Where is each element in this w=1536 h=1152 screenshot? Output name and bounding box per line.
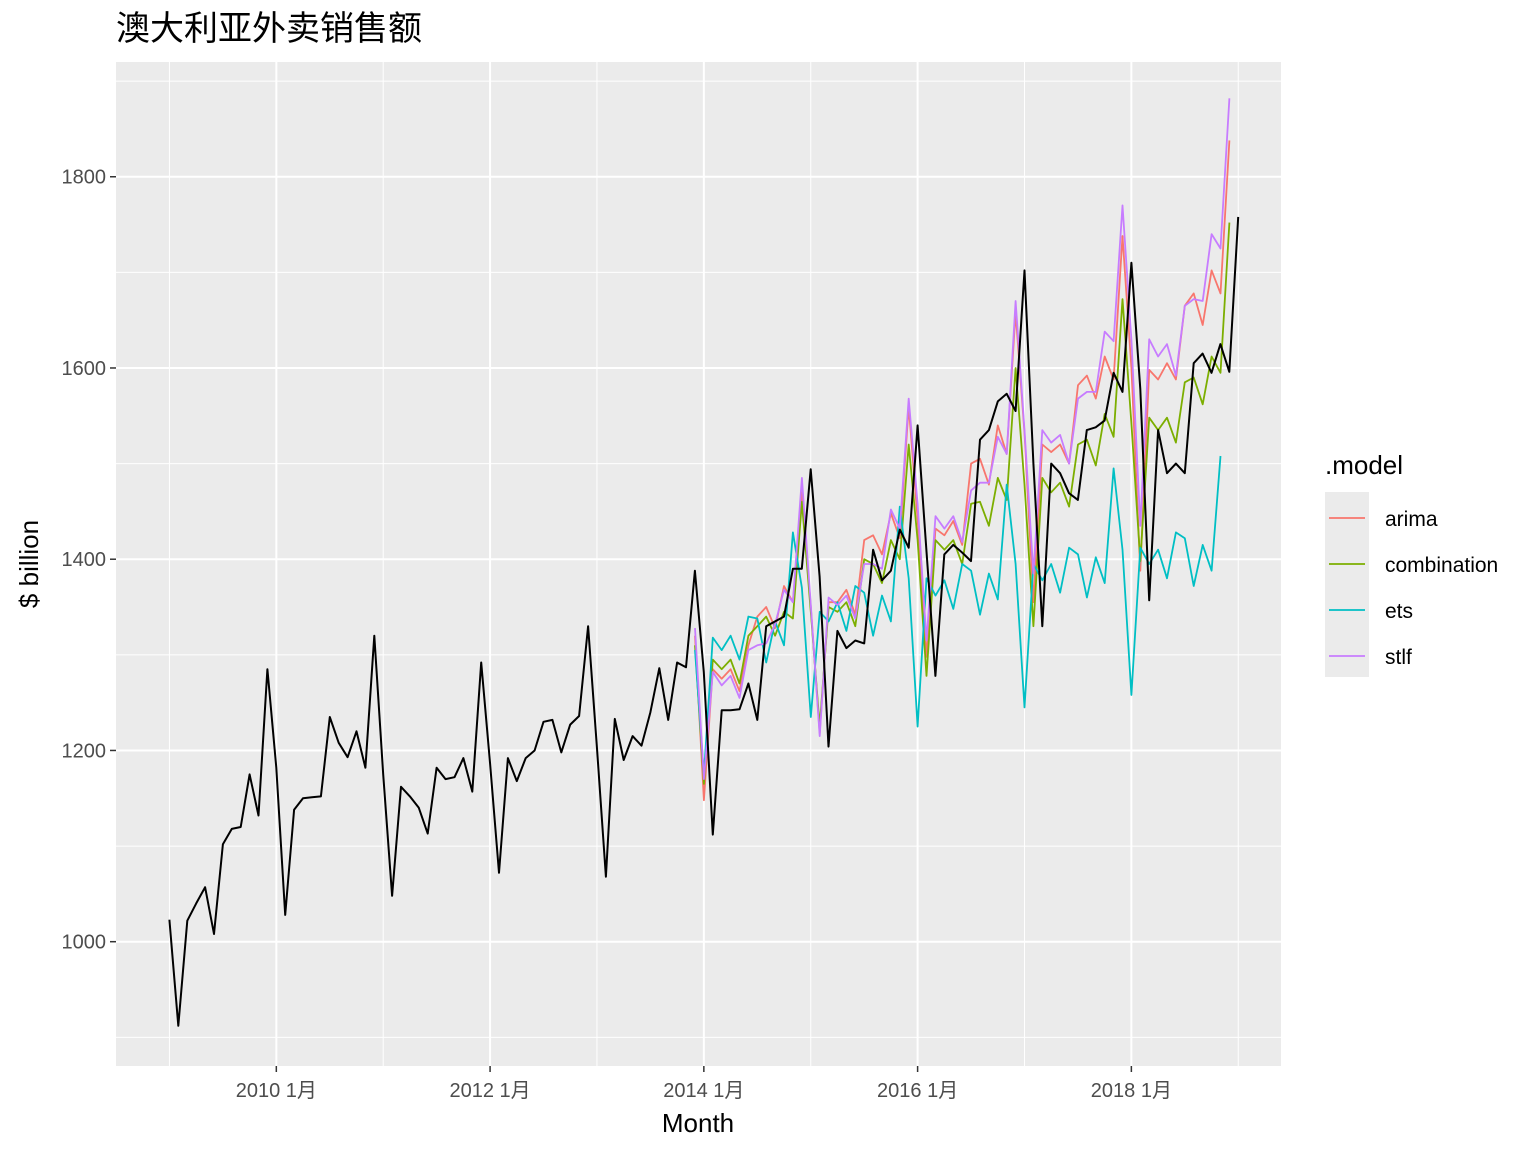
y-tick-label: 1400 bbox=[62, 549, 107, 571]
x-tick-label: 2018 1月 bbox=[1091, 1080, 1172, 1102]
legend: .model arima combination ets stlf bbox=[1325, 450, 1498, 677]
x-axis: 2010 1月 2012 1月 2014 1月 2016 1月 2018 1月 bbox=[236, 1066, 1172, 1102]
x-tick-label: 2012 1月 bbox=[449, 1080, 530, 1102]
x-tick-label: 2014 1月 bbox=[663, 1080, 744, 1102]
legend-key-background bbox=[1325, 492, 1369, 677]
y-tick-label: 1200 bbox=[62, 740, 107, 762]
chart-title: 澳大利亚外卖销售额 bbox=[116, 9, 422, 49]
x-tick-label: 2016 1月 bbox=[877, 1080, 958, 1102]
series-line-arima bbox=[694, 140, 1231, 802]
plot-panel bbox=[116, 62, 1281, 1066]
legend-label-arima: arima bbox=[1385, 508, 1438, 531]
legend-label-stlf: stlf bbox=[1385, 646, 1412, 669]
minor-gridlines bbox=[116, 62, 1281, 1066]
x-axis-title: Month bbox=[662, 1108, 734, 1138]
y-axis-title: $ billion bbox=[14, 520, 44, 608]
legend-title: .model bbox=[1325, 450, 1403, 480]
series-layer bbox=[168, 98, 1240, 1027]
series-line-actual bbox=[168, 216, 1240, 1027]
legend-label-combination: combination bbox=[1385, 554, 1498, 577]
y-axis: 1000 1200 1400 1600 1800 bbox=[62, 167, 116, 954]
series-line-ets bbox=[694, 455, 1222, 776]
series-line-stlf bbox=[694, 98, 1231, 780]
legend-label-ets: ets bbox=[1385, 600, 1413, 623]
y-tick-label: 1600 bbox=[62, 358, 107, 380]
y-tick-label: 1000 bbox=[62, 932, 107, 954]
y-tick-label: 1800 bbox=[62, 167, 107, 189]
major-gridlines bbox=[116, 62, 1281, 1066]
x-tick-label: 2010 1月 bbox=[236, 1080, 317, 1102]
